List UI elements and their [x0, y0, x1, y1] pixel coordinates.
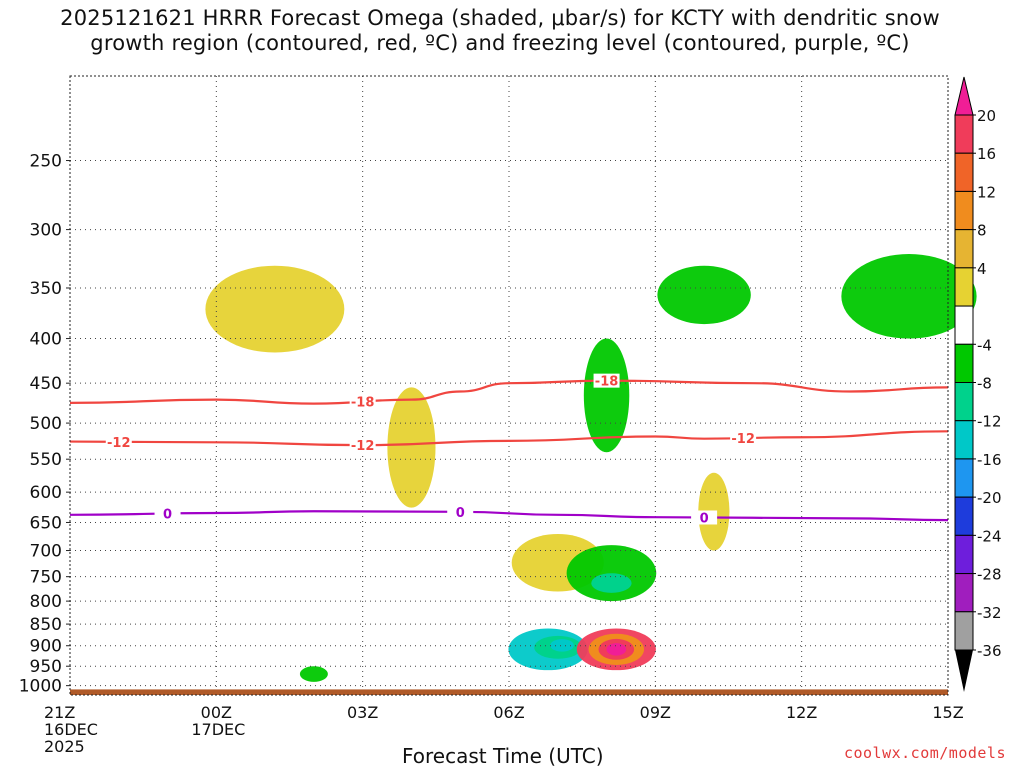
gridlines	[70, 76, 948, 695]
colorbar-swatch-1	[954, 152, 974, 192]
colorbar-label-7: -12	[977, 413, 1002, 431]
omega-region-7	[566, 545, 657, 602]
colorbar-swatch-5	[954, 305, 974, 345]
y-tick-label-900: 900	[30, 637, 62, 657]
credit-text: coolwx.com/models	[843, 744, 1006, 762]
colorbar-swatch-9	[954, 458, 974, 498]
colorbar-label-1: 16	[977, 145, 996, 163]
colorbar-label-8: -16	[977, 451, 1002, 469]
contour-label-2-2: 0	[700, 511, 709, 526]
colorbar-label-6: -8	[977, 375, 992, 393]
title-line-1: 2025121621 HRRR Forecast Omega (shaded, …	[60, 6, 940, 30]
x-tick-label-0-1: 17DEC	[191, 720, 245, 739]
colorbar-swatch-3	[954, 229, 974, 269]
contour-line-1	[69, 430, 949, 447]
colorbar: 20 16 12 8 4 -4 -8 -12 -16 -20 -24 -28 -32 -36	[954, 76, 1002, 692]
colorbar-label-4: 4	[977, 260, 987, 278]
colorbar-swatch-8	[954, 420, 974, 460]
y-tick-label-950: 950	[30, 657, 62, 677]
y-tick-label-550: 550	[30, 450, 62, 470]
colorbar-swatch-0	[954, 114, 974, 154]
contour-line-2	[69, 510, 949, 522]
contour-label-1-0: -12	[107, 436, 131, 451]
colorbar-swatch-11	[954, 534, 974, 575]
omega-region-10	[299, 666, 328, 682]
colorbar-swatch-10	[954, 496, 974, 536]
contour-label-1-1: -12	[351, 439, 375, 454]
contour-label-bg-2-1	[447, 504, 474, 519]
y-tick-label-1000: 1000	[19, 677, 62, 697]
contour-label-bg-1-1	[349, 438, 376, 453]
y-axis: 2503003504004505005506006507007508008509…	[19, 152, 70, 697]
contour-label-bg-1-2	[730, 431, 757, 446]
title-line-2: growth region (contoured, red, ºC) and f…	[90, 31, 910, 55]
colorbar-label-10: -24	[977, 527, 1002, 545]
colorbar-label-9: -20	[977, 489, 1002, 507]
contour-label-2-1: 0	[456, 506, 465, 521]
plot-area	[70, 76, 948, 695]
y-tick-label-250: 250	[30, 152, 62, 172]
y-tick-label-800: 800	[30, 592, 62, 612]
plot-frame	[69, 75, 949, 696]
colorbar-swatch-12	[954, 573, 974, 613]
contour-label-bg-0-0	[349, 394, 376, 409]
omega-core-max-9	[606, 643, 627, 656]
colorbar-swatch-13	[954, 611, 974, 651]
terrain-strip	[70, 689, 948, 695]
omega-region-0	[205, 265, 345, 353]
y-tick-label-600: 600	[30, 483, 62, 503]
colorbar-swatch-2	[954, 190, 974, 231]
x-tick-label-0-0: 00Z	[201, 703, 232, 722]
x-tick-label--3-0: 21Z	[44, 703, 75, 722]
y-tick-label-500: 500	[30, 414, 62, 434]
contour-label-0-1: -18	[595, 375, 619, 390]
x-tick-label--3-2: 2025	[44, 737, 85, 756]
contour-label-bg-2-2	[691, 510, 718, 525]
y-tick-label-450: 450	[30, 374, 62, 394]
chart-title: 2025121621 HRRR Forecast Omega (shaded, …	[0, 6, 1000, 56]
contour-label-bg-0-1	[593, 373, 620, 388]
colorbar-swatch-4	[954, 267, 974, 307]
colorbar-label-3: 8	[977, 222, 987, 240]
x-axis-label: Forecast Time (UTC)	[402, 744, 604, 768]
colorbar-label-2: 12	[977, 183, 996, 201]
x-tick-label-3-0: 03Z	[347, 703, 378, 722]
omega-core-inner-8	[550, 639, 574, 652]
y-tick-label-400: 400	[30, 330, 62, 350]
colorbar-label-13: -36	[977, 642, 1002, 660]
contour-label-bg-1-0	[105, 434, 132, 449]
colorbar-top-arrow	[954, 76, 974, 116]
x-tick-label--3-1: 16DEC	[44, 720, 98, 739]
colorbar-label-11: -28	[977, 566, 1002, 584]
contour-label-2-0: 0	[163, 508, 172, 523]
y-tick-label-750: 750	[30, 568, 62, 588]
y-tick-label-350: 350	[30, 279, 62, 299]
colorbar-label-12: -32	[977, 604, 1002, 622]
omega-region-6	[583, 338, 630, 453]
omega-region-4	[657, 265, 751, 325]
omega-core-7	[591, 573, 632, 593]
contour-label-0-0: -18	[351, 396, 375, 411]
y-tick-label-300: 300	[30, 221, 62, 241]
contour-line-0	[69, 379, 949, 405]
contour-label-bg-2-0	[154, 506, 181, 521]
contour-label-1-2: -12	[731, 432, 755, 447]
omega-region-5	[841, 254, 977, 339]
contours: -18 -18 -12 -12 -12 0 0 0	[69, 373, 949, 526]
x-tick-label-9-0: 09Z	[640, 703, 671, 722]
colorbar-swatch-6	[954, 343, 974, 383]
colorbar-swatch-7	[954, 382, 974, 422]
x-tick-label-6-0: 06Z	[493, 703, 524, 722]
omega-region-1	[387, 387, 436, 508]
y-tick-label-650: 650	[30, 513, 62, 533]
colorbar-label-5: -4	[977, 336, 992, 354]
colorbar-bottom-arrow	[955, 650, 973, 692]
y-tick-label-700: 700	[30, 542, 62, 562]
x-tick-label-12-0: 12Z	[786, 703, 817, 722]
colorbar-label-0: 20	[977, 107, 996, 125]
y-tick-label-850: 850	[30, 615, 62, 635]
x-tick-label-15-0: 15Z	[932, 703, 963, 722]
